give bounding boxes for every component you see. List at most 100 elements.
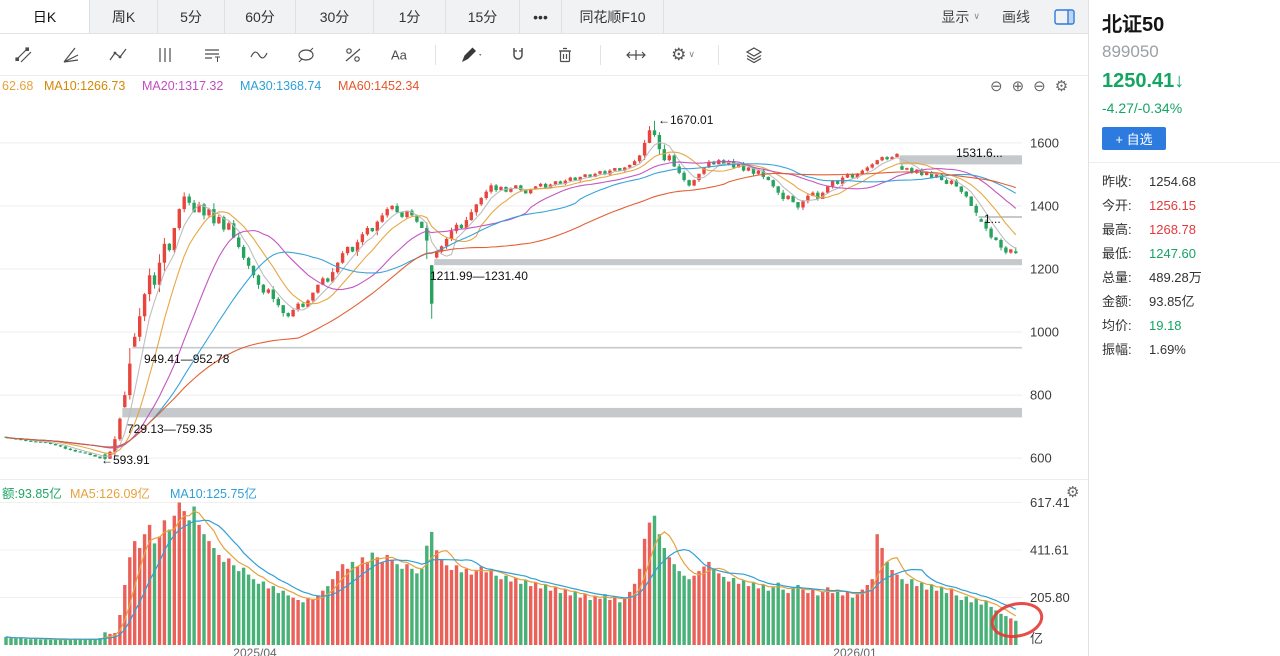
- chart-annotation: ←593.91: [101, 453, 150, 467]
- volume-axis-label: 411.61: [1030, 543, 1069, 558]
- polyline-tool-icon[interactable]: [106, 43, 130, 67]
- stat-row: 今开: 1256.15: [1102, 194, 1280, 218]
- chart-annotation: 949.41—952.78: [144, 352, 230, 366]
- tab-5分[interactable]: 5分: [158, 0, 225, 33]
- chart-annotation: 1...: [984, 212, 1001, 226]
- hand-drawn-circle-annotation: [990, 602, 1044, 638]
- chart-annotation: ←1670.01: [658, 113, 714, 127]
- down-arrow-icon: ↓: [1174, 70, 1185, 92]
- tab-15分[interactable]: 15分: [446, 0, 520, 33]
- draw-line-button[interactable]: 画线: [1002, 7, 1030, 27]
- period-tab-bar: 日K 周K 5分 60分 30分 1分 15分 ••• 同花顺F10 显示 ∨ 画线: [0, 0, 1088, 34]
- ma-label: 62.68: [2, 79, 34, 93]
- ma-label: MA10:1266.73: [44, 79, 126, 93]
- volume-ma-label: MA5:126.09亿: [70, 487, 150, 501]
- trash-icon[interactable]: [553, 43, 577, 67]
- stat-value: 489.28万: [1149, 270, 1202, 285]
- volume-chart[interactable]: 617.41 411.61 205.80 亿 2025/04 2026/01: [0, 480, 1088, 656]
- candles-layer: [4, 120, 1018, 461]
- price-axis-label: 1400: [1030, 198, 1059, 213]
- tab-60分[interactable]: 60分: [225, 0, 296, 33]
- volume-ma-label: 额:93.85亿: [2, 487, 62, 501]
- tab-•••[interactable]: •••: [520, 0, 562, 33]
- channel-tool-icon[interactable]: [12, 43, 36, 67]
- x-axis-label: 2025/04: [233, 646, 277, 656]
- stat-row: 最高: 1268.78: [1102, 218, 1280, 242]
- tab-日K[interactable]: 日K: [0, 0, 90, 33]
- tab-1分[interactable]: 1分: [374, 0, 446, 33]
- volume-ma10-line: [5, 519, 1017, 640]
- stat-value: 19.18: [1149, 318, 1182, 333]
- volume-bars-layer: [4, 502, 1018, 645]
- stat-value: 93.85亿: [1149, 294, 1195, 309]
- stat-value: 1254.68: [1149, 174, 1196, 189]
- stat-label: 最高:: [1102, 222, 1132, 237]
- toolbar-separator: [600, 44, 601, 65]
- add-watchlist-button[interactable]: + 自选: [1102, 127, 1166, 150]
- vertical-lines-tool-icon[interactable]: [153, 43, 177, 67]
- stat-value: 1247.60: [1149, 246, 1196, 261]
- display-dropdown[interactable]: 显示 ∨: [941, 7, 980, 27]
- brush-tool-icon[interactable]: [459, 43, 483, 67]
- text-tool-icon[interactable]: Aa: [388, 43, 412, 67]
- settings-gear-icon[interactable]: ⚙ ∨: [671, 45, 695, 64]
- gap-zone-band: [899, 155, 1022, 165]
- ma30-line: [5, 163, 1017, 448]
- stat-label: 均价:: [1102, 318, 1132, 333]
- volume-settings-gear-icon[interactable]: ⚙: [1066, 484, 1080, 501]
- zoom-out-icon[interactable]: ⊖: [990, 78, 1003, 95]
- zoom-in-icon[interactable]: ⊕: [1011, 78, 1025, 95]
- chart-annotation: 1211.99—1231.40: [430, 269, 528, 283]
- ma-indicator-row: 62.68 MA10:1266.73 MA20:1317.32 MA30:1368.7…: [0, 79, 1024, 96]
- layers-icon[interactable]: [742, 43, 766, 67]
- trend-lines-tool-icon[interactable]: [59, 43, 83, 67]
- stat-row: 昨收: 1254.68: [1102, 170, 1280, 194]
- price-axis-label: 800: [1030, 388, 1052, 403]
- ellipse-tool-icon[interactable]: [294, 43, 318, 67]
- ma-label: MA20:1317.32: [142, 79, 224, 93]
- stat-row: 金额: 93.85亿: [1102, 290, 1280, 314]
- toolbar-separator: [435, 44, 436, 65]
- symbol-name: 北证50: [1102, 14, 1165, 36]
- gap-zone-band: [978, 216, 1022, 218]
- collapse-pane-icon[interactable]: ⊖: [1033, 78, 1046, 95]
- period-tabs: 日K 周K 5分 60分 30分 1分 15分 ••• 同花顺F10: [0, 0, 664, 33]
- stat-label: 金额:: [1102, 294, 1132, 309]
- ma60-line: [5, 171, 1016, 448]
- draw-line-label: 画线: [1002, 8, 1030, 25]
- percent-line-tool-icon[interactable]: [341, 43, 365, 67]
- ma-label: MA60:1452.34: [338, 79, 420, 93]
- main-candlestick-chart[interactable]: 1600 1400 1200 1000 800 600 ←1670.01 1531.6... 1…: [0, 76, 1088, 480]
- topbar-right-controls: 显示 ∨ 画线: [941, 0, 1088, 33]
- price-axis-label: 1000: [1030, 325, 1059, 340]
- display-label: 显示: [941, 8, 970, 25]
- stat-row: 总量: 489.28万: [1102, 266, 1280, 290]
- stat-label: 最低:: [1102, 246, 1132, 261]
- ma20-line: [5, 160, 1017, 449]
- note-lines-tool-icon[interactable]: [200, 43, 224, 67]
- stat-row: 振幅: 1.69%: [1102, 338, 1280, 362]
- last-price-value: 1250.41: [1102, 70, 1175, 92]
- volume-ma-label: MA10:125.75亿: [170, 487, 257, 501]
- svg-text:Aa: Aa: [391, 47, 408, 62]
- stat-value: 1.69%: [1149, 342, 1186, 357]
- volume-axis-label: 205.80: [1030, 590, 1070, 605]
- move-tool-icon[interactable]: [624, 43, 648, 67]
- stat-value: 1268.78: [1149, 222, 1196, 237]
- pane-separator: [0, 479, 1088, 480]
- tab-30分[interactable]: 30分: [296, 0, 374, 33]
- tab-同花顺F10[interactable]: 同花顺F10: [562, 0, 664, 33]
- stat-label: 今开:: [1102, 198, 1132, 213]
- stat-row: 最低: 1247.60: [1102, 242, 1280, 266]
- magnet-tool-icon[interactable]: [506, 43, 530, 67]
- sidebar-divider: [1089, 162, 1280, 163]
- topbar-spacer: [664, 0, 941, 33]
- pane-settings-gear-icon[interactable]: ⚙: [1054, 78, 1069, 95]
- panel-layout-toggle-icon[interactable]: [1052, 5, 1076, 29]
- gap-zone-band: [132, 346, 1022, 349]
- wave-tool-icon[interactable]: [247, 43, 271, 67]
- tab-周K[interactable]: 周K: [90, 0, 158, 33]
- chart-annotation: 729.13—759.35: [127, 422, 213, 436]
- volume-unit-label: 亿: [1030, 631, 1043, 646]
